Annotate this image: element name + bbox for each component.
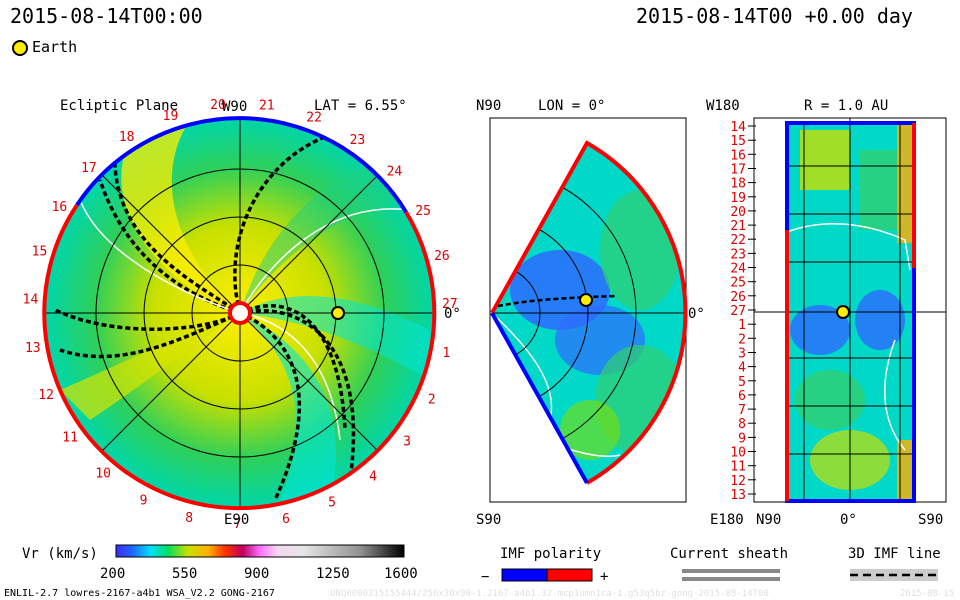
rotation-label: 3 [403, 434, 411, 449]
rotation-label: 15 [32, 244, 48, 259]
radial-x-tick-2: S90 [918, 512, 943, 528]
rotation-label: 21 [259, 99, 275, 114]
radial-y-tick: 27 [730, 304, 746, 319]
colorbar-tick-4: 1600 [384, 566, 418, 582]
right-timestamp: 2015-08-14T00 +0.00 day [636, 4, 913, 28]
rotation-label: 10 [95, 466, 111, 481]
radial-y-tick: 23 [730, 247, 746, 262]
radial-y-tick: 20 [730, 205, 746, 220]
colorbar-tick-3: 1250 [316, 566, 350, 582]
meridional-bottom-label: S90 [476, 512, 501, 528]
radial-y-tick: 12 [730, 474, 746, 489]
left-timestamp: 2015-08-14T00:00 [10, 4, 203, 28]
ecliptic-top-label: W90 [222, 99, 247, 115]
rotation-label: 27 [442, 297, 458, 312]
run-id: UNQ0000315155444/256x30x90-1.2167-a4b1.3… [330, 589, 769, 599]
polarity-title: IMF polarity [500, 546, 601, 562]
radial-y-tick: 5 [738, 375, 746, 390]
meridional-right-label: 0° [688, 306, 705, 322]
radial-y-tick: 21 [730, 219, 746, 234]
rotation-label: 17 [81, 161, 97, 176]
radial-bottom-label: E180 [710, 512, 744, 528]
colorbar-tick-2: 900 [244, 566, 269, 582]
earth-marker-icon [12, 40, 28, 56]
earth-position-radial-icon [836, 305, 850, 319]
rotation-label: 16 [52, 200, 68, 215]
colorbar: Vr (km/s) 200 550 900 1250 1600 [22, 544, 418, 582]
current-sheath-label: Current sheath [670, 546, 788, 562]
rotation-label: 24 [387, 165, 403, 180]
rotation-label: 2 [428, 392, 436, 407]
radial-y-tick: 14 [730, 120, 746, 135]
ecliptic-lat: LAT = 6.55° [314, 98, 407, 114]
radial-y-tick: 4 [738, 361, 746, 376]
radial-y-tick: 15 [730, 134, 746, 149]
run-date: 2015-08-15 [900, 589, 954, 599]
imf-line-legend: 3D IMF line [848, 546, 941, 581]
radial-y-tick: 9 [738, 431, 746, 446]
polarity-legend: IMF polarity − + [481, 546, 608, 585]
rotation-label: 11 [62, 430, 78, 445]
radial-y-tick: 3 [738, 347, 746, 362]
rotation-label: 6 [282, 512, 290, 527]
ecliptic-title: Ecliptic Plane [60, 98, 178, 114]
rotation-label: 4 [369, 469, 377, 484]
rotation-label: 18 [119, 130, 135, 145]
radial-y-tick: 18 [730, 177, 746, 192]
rotation-label: 23 [350, 133, 366, 148]
radial-y-tick: 2 [738, 332, 746, 347]
rotation-label: 20 [210, 98, 226, 113]
radial-y-tick: 7 [738, 403, 746, 418]
radial-y-tick: 8 [738, 417, 746, 432]
radial-y-tick: 19 [730, 191, 746, 206]
radial-y-tick: 1 [738, 318, 746, 333]
polarity-minus: − [481, 569, 489, 585]
ecliptic-panel: 20 21222324252627123456789101112131415161… [23, 98, 461, 532]
rotation-label: 8 [185, 511, 193, 526]
ecliptic-right-label: 0° [444, 306, 461, 322]
rotation-label: 1 [442, 346, 450, 361]
meridional-top-label: N90 [476, 98, 501, 114]
meridional-panel: N90 LON = 0° S90 0° [476, 98, 705, 528]
earth-legend-label: Earth [32, 38, 78, 56]
radial-y-tick: 26 [730, 290, 746, 305]
radial-y-tick: 11 [730, 460, 746, 475]
colorbar-tick-0: 200 [100, 566, 125, 582]
radial-y-tick: 13 [730, 488, 746, 503]
rotation-label: 9 [140, 494, 148, 509]
colorbar-label: Vr (km/s) [22, 546, 98, 562]
radial-y-tick: 17 [730, 163, 746, 178]
radial-title: R = 1.0 AU [804, 98, 888, 114]
rotation-label: 14 [23, 292, 39, 307]
radial-y-tick: 24 [730, 262, 746, 277]
radial-y-tick: 25 [730, 276, 746, 291]
radial-top-label: W180 [706, 98, 740, 114]
rotation-label: 26 [434, 249, 450, 264]
radial-panel: 1415161718192021222324252627123456789101… [706, 98, 947, 528]
colorbar-tick-1: 550 [172, 566, 197, 582]
earth-position-ecliptic-icon [331, 306, 345, 320]
rotation-label: 19 [163, 109, 179, 124]
rotation-label: 12 [38, 388, 54, 403]
earth-position-meridional-icon [579, 293, 593, 307]
radial-y-tick: 16 [730, 148, 746, 163]
radial-x-tick-0: N90 [756, 512, 781, 528]
radial-y-tick: 6 [738, 389, 746, 404]
polarity-plus: + [600, 569, 608, 585]
rotation-label: 7 [234, 517, 242, 532]
ecliptic-bottom-label: E90 [224, 512, 249, 528]
model-info: ENLIL-2.7 lowres-2167-a4b1 WSA_V2.2 GONG… [4, 588, 275, 599]
rotation-label: 22 [306, 111, 322, 126]
rotation-label: 5 [328, 496, 336, 511]
rotation-label: 25 [415, 204, 431, 219]
rotation-label: 13 [25, 341, 41, 356]
current-sheath-legend: Current sheath [670, 546, 788, 581]
radial-x-tick-1: 0° [840, 512, 857, 528]
imf-line-label: 3D IMF line [848, 546, 941, 562]
meridional-title: LON = 0° [538, 98, 605, 114]
radial-y-tick: 22 [730, 233, 746, 248]
radial-y-tick: 10 [730, 446, 746, 461]
